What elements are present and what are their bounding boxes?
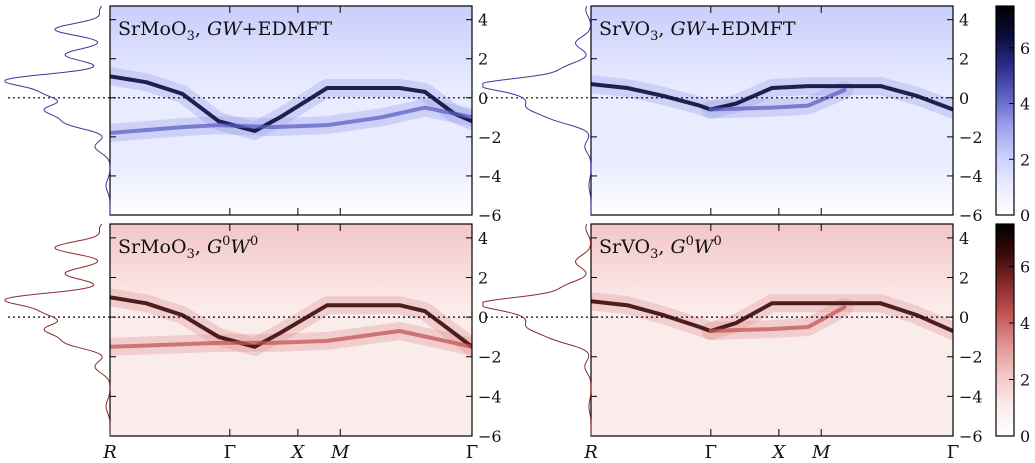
y-tick-label: −2 (478, 348, 502, 367)
band-line-2 (110, 329, 472, 349)
panel-title: SrVO3, G0W0 (599, 234, 722, 262)
panel-frame (109, 223, 473, 437)
kpath-label: M (330, 442, 350, 463)
dos-curve (482, 5, 592, 215)
y-tick-label: 0 (478, 89, 488, 108)
colorbar-tick-label: 0 (1020, 206, 1030, 225)
y-tick-label: 2 (478, 50, 488, 69)
panel-2: −6 −4 −2 0 2 4 SrVO3, GW+EDMFT (486, 5, 983, 225)
band-line-2 (110, 105, 472, 135)
kpath-label: Γ (466, 442, 479, 463)
colorbar-tick-label: 6 (1020, 39, 1030, 58)
colorbar-tick-label: 4 (1020, 314, 1030, 333)
y-tick-label: 4 (478, 11, 488, 30)
kpath-label: Γ (224, 442, 237, 463)
y-tick-label: 2 (959, 268, 969, 287)
kpath-label: X (770, 442, 786, 463)
colorbar-tick-label: 4 (1020, 95, 1030, 114)
kpath-label: Γ (705, 442, 718, 463)
y-tick-label: −6 (478, 427, 502, 446)
dos-curve (4, 5, 111, 215)
y-tick-label: 2 (478, 268, 488, 287)
panel-frame (109, 5, 473, 216)
colorbar-tick-label: 6 (1020, 257, 1030, 276)
y-tick-label: 0 (959, 308, 969, 327)
panel-title: SrVO3, GW+EDMFT (599, 18, 796, 44)
y-tick-label: −6 (959, 427, 983, 446)
colorbar-red: 0 2 4 6 (995, 223, 1030, 446)
panel-frame (590, 223, 954, 437)
y-tick-label: −4 (959, 167, 983, 186)
kpath-label: Γ (947, 442, 960, 463)
y-tick-label: −4 (478, 387, 502, 406)
kpath-label: X (289, 442, 305, 463)
panel-3: −6 −4 −2 0 2 4 SrMoO3, G0W0 R Γ X M Γ (8, 223, 502, 463)
y-tick-label: 4 (959, 11, 969, 30)
y-tick-label: −2 (959, 348, 983, 367)
y-tick-label: 0 (959, 89, 969, 108)
panel-1: −6 −4 −2 0 2 4 SrMoO3, GW+EDMFT (8, 5, 502, 225)
heatmap-background (110, 224, 472, 436)
colorbar-blue: 0 2 4 6 (995, 5, 1030, 225)
kpath-label: R (102, 442, 117, 463)
panel-4: −6 −4 −2 0 2 4 SrVO3, G0W0 R Γ X M Γ (486, 223, 983, 463)
y-tick-label: 4 (478, 229, 488, 248)
y-tick-label: −6 (478, 206, 502, 225)
colorbar-tick-label: 2 (1020, 150, 1030, 169)
y-tick-label: −4 (478, 167, 502, 186)
panel-title: SrMoO3, G0W0 (118, 234, 258, 262)
y-tick-label: −2 (478, 128, 502, 147)
band-line-1 (591, 299, 953, 333)
colorbar-fill (995, 223, 1015, 437)
panel-title: SrMoO3, GW+EDMFT (118, 18, 332, 44)
heatmap-background (591, 6, 953, 215)
panel-frame (590, 5, 954, 216)
band-line-1 (110, 74, 472, 133)
y-tick-label: 4 (959, 229, 969, 248)
colorbar-tick-label: 2 (1020, 370, 1030, 389)
y-tick-label: 0 (478, 308, 488, 327)
colorbar-fill (995, 5, 1015, 216)
y-tick-label: −2 (959, 128, 983, 147)
dos-curve (482, 223, 592, 436)
y-tick-label: 2 (959, 50, 969, 69)
y-tick-label: −4 (959, 387, 983, 406)
band-line-1 (110, 295, 472, 349)
kpath-label: M (811, 442, 831, 463)
band-line-1 (591, 82, 953, 112)
y-tick-label: −6 (959, 206, 983, 225)
kpath-label: R (583, 442, 598, 463)
colorbar-tick-label: 0 (1020, 427, 1030, 446)
dos-curve (4, 223, 111, 436)
